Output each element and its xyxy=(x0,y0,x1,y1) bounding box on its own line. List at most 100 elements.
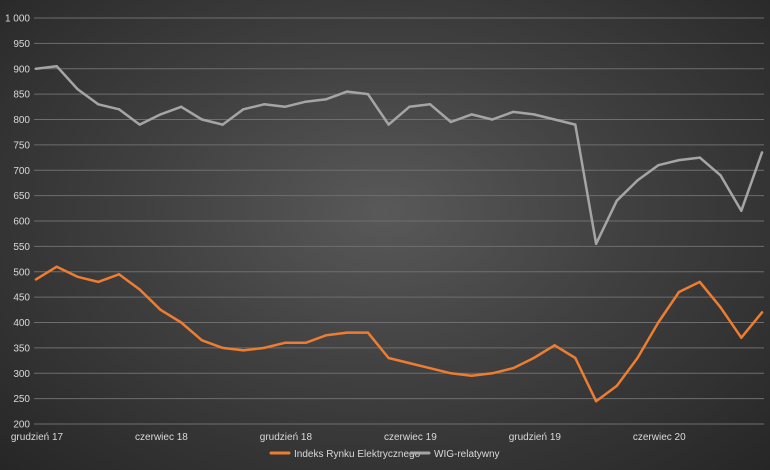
data-point xyxy=(470,113,473,116)
data-point xyxy=(180,105,183,109)
data-point xyxy=(594,242,598,245)
data-point xyxy=(221,123,224,126)
data-point xyxy=(242,108,245,111)
data-point xyxy=(387,356,390,360)
series-lines xyxy=(34,64,764,403)
data-point xyxy=(740,336,743,339)
data-point xyxy=(719,306,722,309)
data-point xyxy=(97,280,100,284)
data-point xyxy=(677,158,681,162)
gridlines xyxy=(34,17,764,425)
data-point xyxy=(532,113,535,116)
x-tick-label: czerwiec 19 xyxy=(384,432,437,443)
data-point xyxy=(34,67,38,71)
data-point xyxy=(470,374,473,377)
data-point xyxy=(657,321,660,324)
y-tick-label: 250 xyxy=(13,394,30,405)
data-point xyxy=(449,372,453,375)
data-point xyxy=(76,275,79,278)
data-point xyxy=(200,339,204,342)
data-point xyxy=(698,156,701,159)
data-point xyxy=(138,288,141,291)
legend-label-wig: WIG-relatywny xyxy=(434,449,500,460)
data-point xyxy=(511,110,515,114)
data-point xyxy=(366,331,370,334)
data-point xyxy=(263,346,266,350)
y-tick-label: 1 000 xyxy=(5,14,30,25)
y-tick-label: 850 xyxy=(13,90,30,101)
data-point xyxy=(408,105,411,109)
data-point xyxy=(719,174,722,177)
legend: Indeks Rynku Elektrycznego WIG-relatywny xyxy=(269,449,500,460)
series-line-wig xyxy=(34,64,764,246)
y-tick-label: 350 xyxy=(13,343,30,354)
data-point xyxy=(657,164,660,167)
data-point xyxy=(159,113,162,116)
legend-label-iru: Indeks Rynku Elektrycznego xyxy=(294,449,421,460)
data-point xyxy=(138,123,141,126)
data-point xyxy=(449,120,453,124)
data-point xyxy=(366,92,370,96)
x-tick-label: grudzień 19 xyxy=(509,432,562,443)
series-line-iru xyxy=(34,265,764,403)
data-point xyxy=(283,341,287,344)
y-tick-label: 500 xyxy=(13,267,30,278)
y-tick-label: 700 xyxy=(13,166,30,177)
data-point xyxy=(698,280,701,284)
data-point xyxy=(615,384,618,388)
data-point xyxy=(304,100,307,103)
data-point xyxy=(387,123,390,126)
data-point xyxy=(34,278,38,281)
x-tick-label: czerwiec 20 xyxy=(633,432,686,443)
data-point xyxy=(283,105,287,109)
data-point xyxy=(532,356,535,360)
data-point xyxy=(553,344,556,347)
y-tick-label: 800 xyxy=(13,115,30,126)
x-tick-label: grudzień 17 xyxy=(11,432,64,443)
data-point xyxy=(221,346,224,350)
data-point xyxy=(345,90,349,93)
data-point xyxy=(615,199,618,202)
legend-item-iru: Indeks Rynku Elektrycznego xyxy=(269,449,421,460)
x-tick-label: czerwiec 18 xyxy=(135,432,188,443)
y-tick-label: 950 xyxy=(13,39,30,50)
data-point xyxy=(304,341,307,344)
data-point xyxy=(76,87,79,91)
data-point xyxy=(159,308,162,311)
data-point xyxy=(491,372,494,375)
data-point xyxy=(117,273,121,276)
data-point xyxy=(574,123,577,126)
data-point xyxy=(428,103,432,106)
data-point xyxy=(55,65,58,68)
data-point xyxy=(117,108,121,111)
data-point xyxy=(677,290,681,294)
data-point xyxy=(263,103,266,106)
x-axis-ticks: grudzień 17 czerwiec 18 grudzień 18 czerwie… xyxy=(11,432,686,443)
y-tick-label: 550 xyxy=(13,242,30,253)
y-axis-ticks: 200 250 300 350 400 450 500 550 600 650 700 750 800 8… xyxy=(5,14,30,431)
data-point xyxy=(491,118,494,121)
data-point xyxy=(760,311,764,314)
data-point xyxy=(325,334,328,337)
y-tick-label: 750 xyxy=(13,140,30,151)
data-point xyxy=(511,367,515,370)
data-point xyxy=(242,349,245,352)
y-tick-label: 200 xyxy=(13,420,30,431)
y-tick-label: 900 xyxy=(13,64,30,75)
data-point xyxy=(200,118,204,121)
data-point xyxy=(574,356,577,360)
data-point xyxy=(180,321,183,324)
data-point xyxy=(97,103,100,106)
data-point xyxy=(55,265,58,268)
data-point xyxy=(553,118,556,121)
legend-item-wig: WIG-relatywny xyxy=(409,449,500,460)
y-tick-label: 450 xyxy=(13,293,30,304)
x-tick-label: grudzień 18 xyxy=(260,432,313,443)
data-point xyxy=(594,400,598,403)
data-point xyxy=(428,367,432,370)
y-tick-label: 400 xyxy=(13,318,30,329)
y-tick-label: 650 xyxy=(13,191,30,202)
data-point xyxy=(345,331,349,334)
y-tick-label: 600 xyxy=(13,217,30,228)
